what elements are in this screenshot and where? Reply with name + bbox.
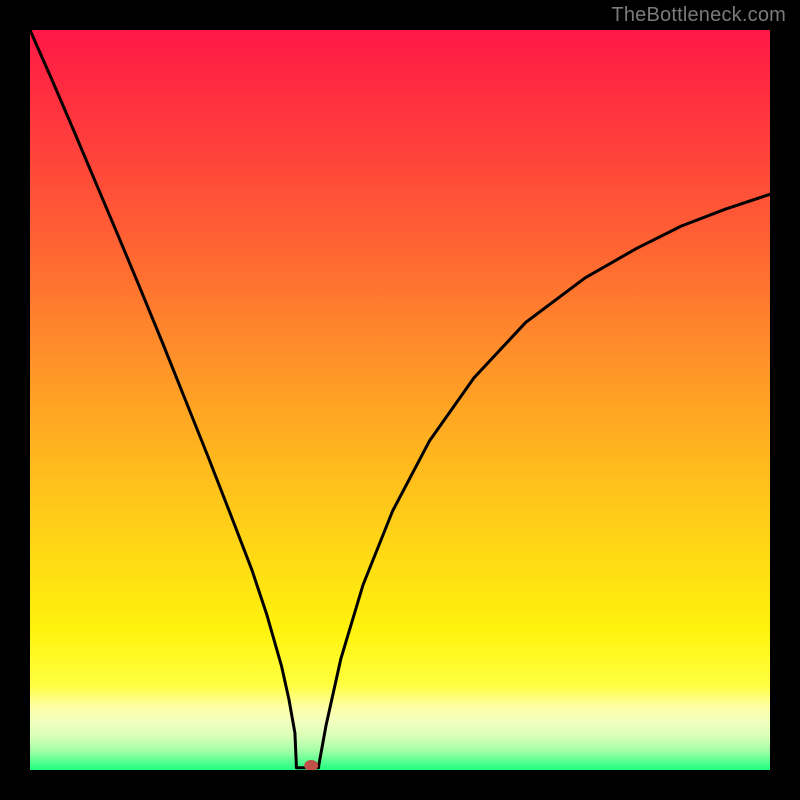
frame-left bbox=[0, 0, 30, 800]
frame-bottom bbox=[0, 770, 800, 800]
chart-background-gradient bbox=[30, 30, 770, 770]
watermark-text: TheBottleneck.com bbox=[611, 4, 786, 27]
frame-right bbox=[770, 0, 800, 800]
chart-plot-area bbox=[30, 30, 770, 770]
